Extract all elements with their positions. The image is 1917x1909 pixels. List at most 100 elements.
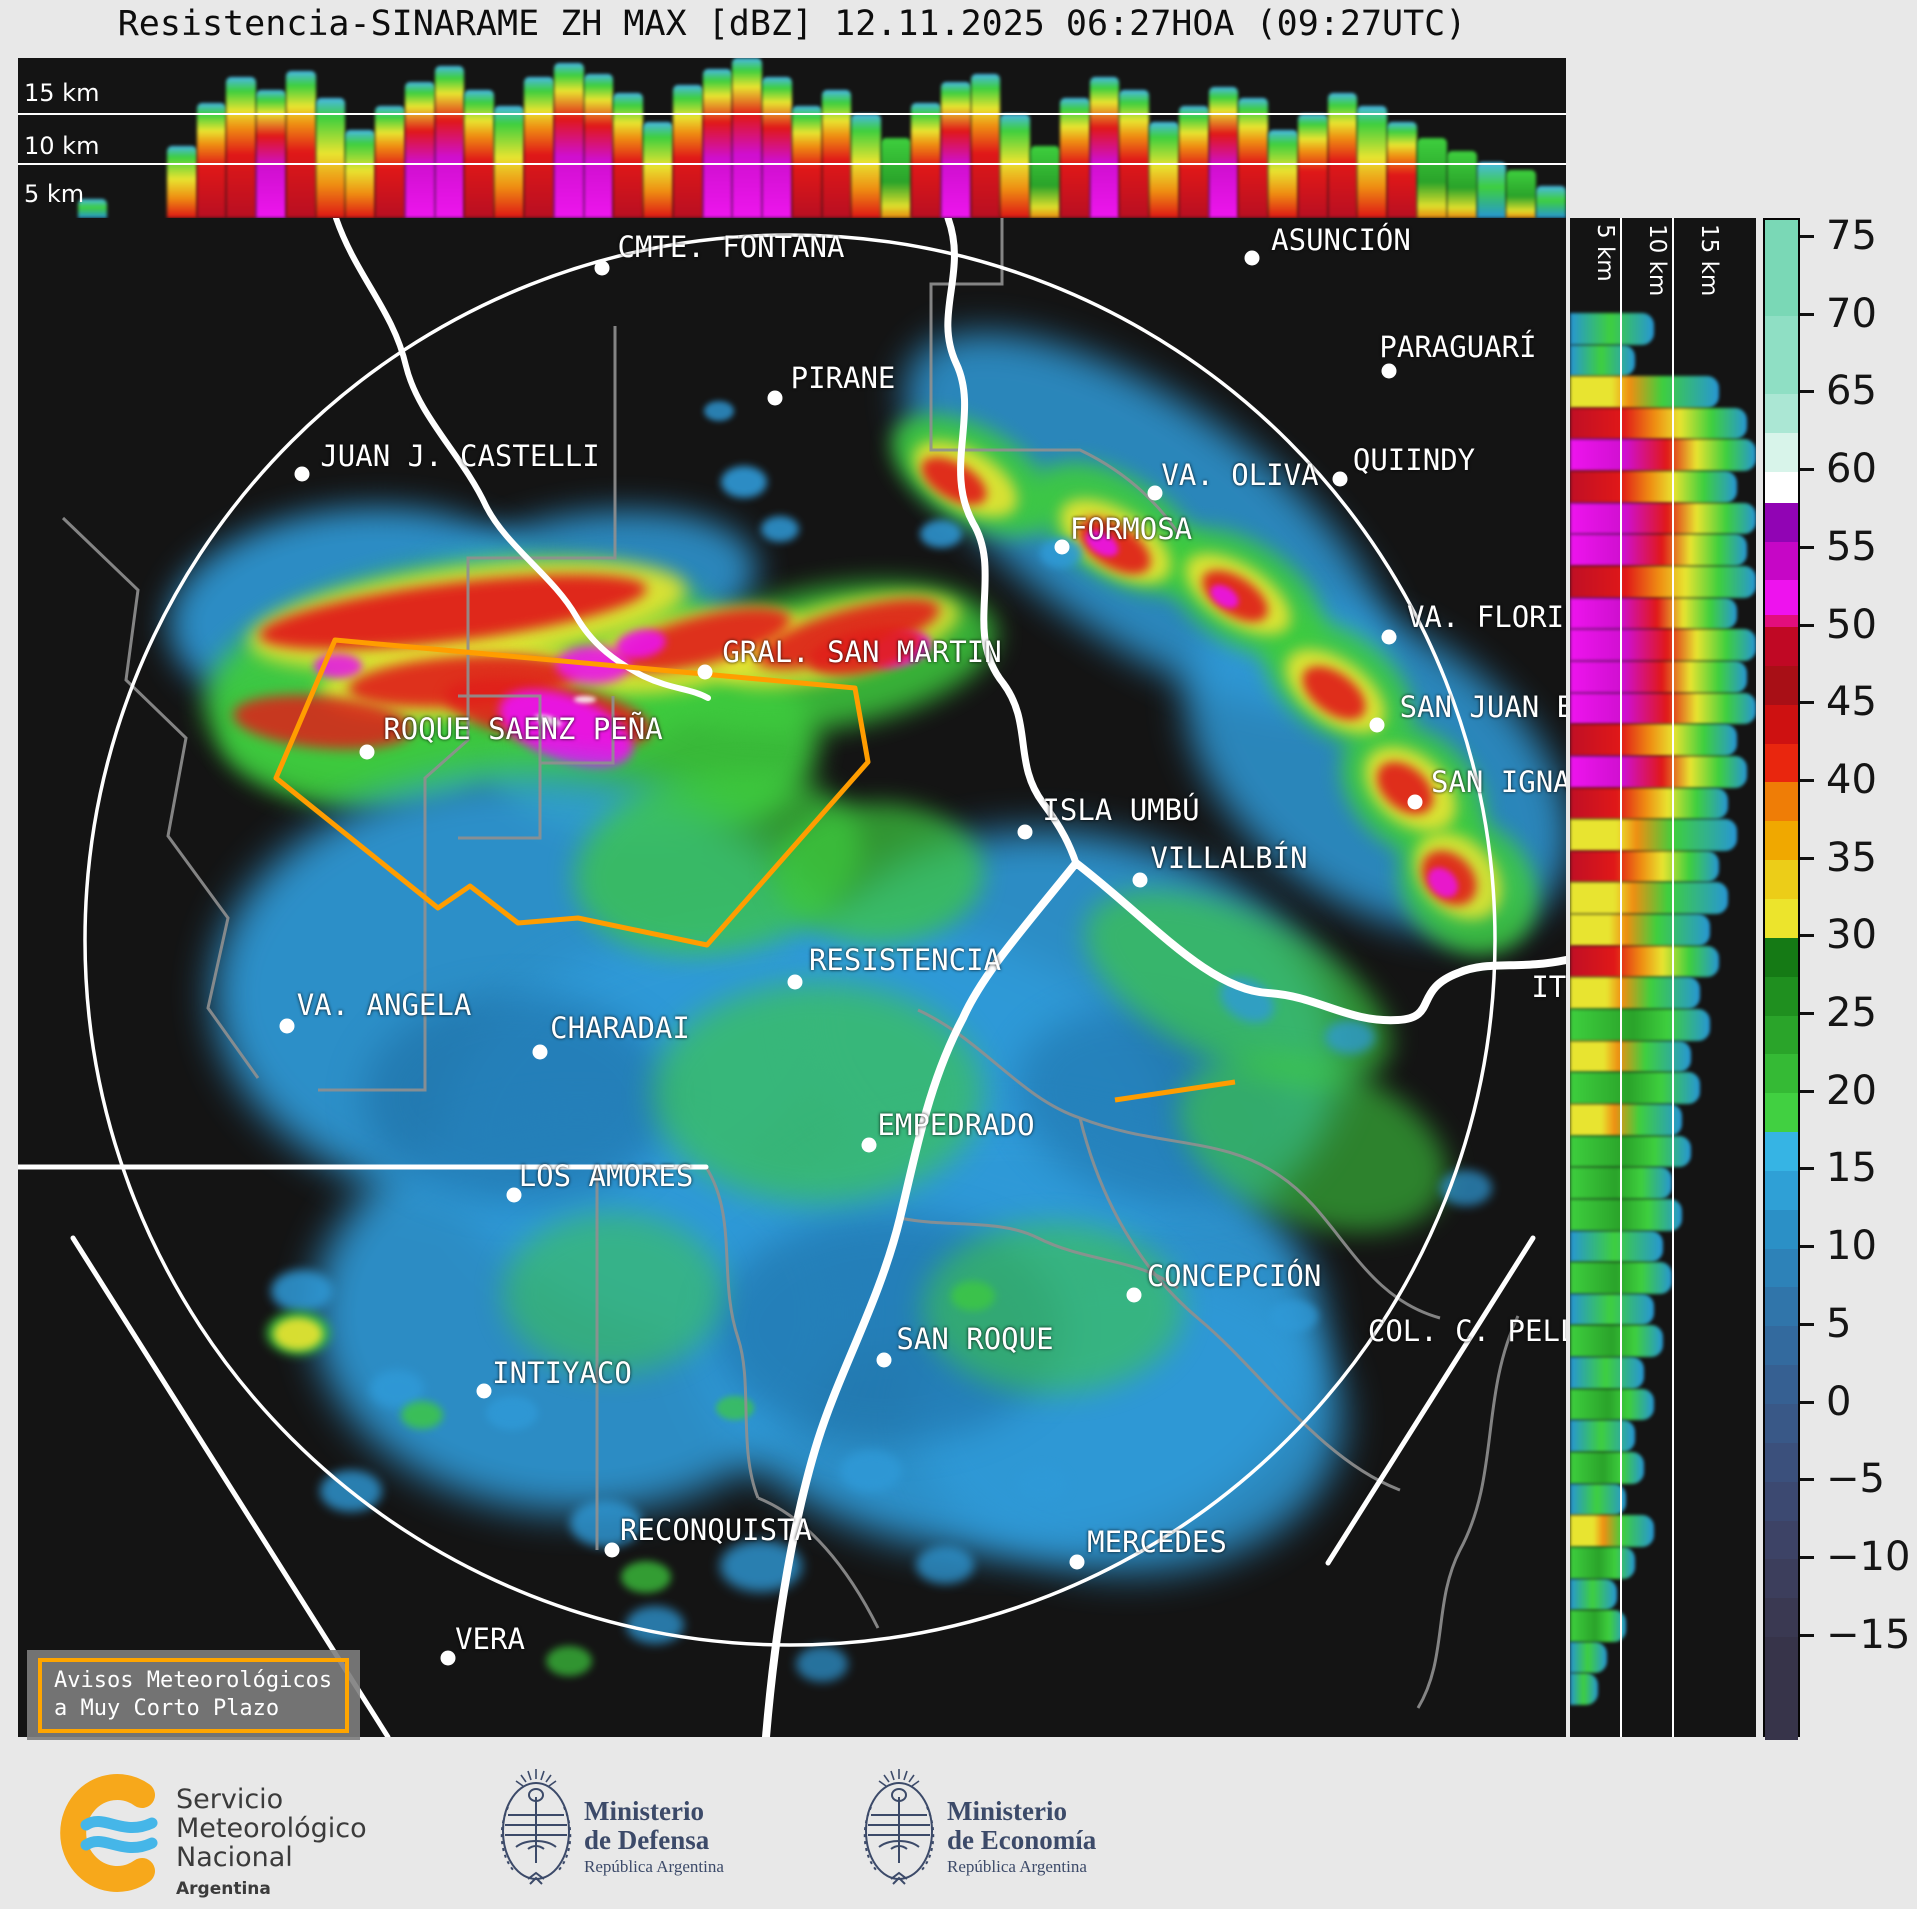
radar-echo-blob <box>704 401 734 421</box>
colorbar-segment <box>1765 432 1798 472</box>
city-label: INTIYACO <box>492 1356 632 1390</box>
radar-echo-blob <box>951 1281 995 1311</box>
colorbar-segment <box>1765 860 1798 899</box>
colorbar-tick-label: 35 <box>1826 834 1877 881</box>
colorbar-segment <box>1765 502 1798 542</box>
height-label: 15 km <box>1696 224 1722 297</box>
echo-column <box>256 90 286 218</box>
colorbar-tick <box>1800 1555 1814 1559</box>
colorbar-tick-label: −15 <box>1826 1611 1911 1658</box>
radar-echo-blob <box>274 1318 322 1350</box>
height-label: 10 km <box>24 132 100 160</box>
echo-column <box>940 82 971 218</box>
colorbar-segment <box>1765 1403 1798 1443</box>
echo-row <box>1570 597 1738 630</box>
colorbar-tick-label: 10 <box>1826 1223 1877 1270</box>
radar-echo-blob <box>486 1396 538 1430</box>
colorbar-tick-label: −5 <box>1826 1456 1885 1503</box>
coat-of-arms-icon <box>500 1768 572 1885</box>
city-dot <box>861 1137 877 1153</box>
city-label: VILLALBÍN <box>1150 841 1308 875</box>
echo-column <box>1268 130 1298 218</box>
echo-row <box>1570 1293 1654 1326</box>
colorbar-tick <box>1800 778 1814 782</box>
echo-column <box>226 77 257 218</box>
colorbar-segment <box>1765 1287 1798 1327</box>
colorbar-segment <box>1765 1209 1798 1249</box>
echo-column <box>1357 106 1388 218</box>
city-label: QUIINDY <box>1352 443 1476 477</box>
echo-row <box>1570 471 1738 503</box>
radar-echo-blob <box>916 1546 974 1584</box>
colorbar-segment <box>1765 1520 1798 1560</box>
radar-echo-blob <box>761 516 799 542</box>
echo-row <box>1570 882 1729 915</box>
colorbar-tick <box>1800 390 1814 394</box>
echo-row <box>1570 566 1756 598</box>
echo-row <box>1570 312 1654 345</box>
city-dot <box>876 1352 892 1368</box>
colorbar-tick <box>1800 1478 1814 1482</box>
radar-echo-blob <box>503 1213 723 1373</box>
city-dot <box>1017 824 1033 840</box>
colorbar-tick <box>1800 856 1814 860</box>
city-label: LOS AMORES <box>518 1159 694 1193</box>
radar-echo-blob <box>626 1606 684 1644</box>
echo-column <box>1000 114 1031 218</box>
colorbar-segment <box>1765 782 1798 822</box>
city-label: ASUNCIÓN <box>1271 223 1411 257</box>
echo-column <box>1059 98 1090 218</box>
coat-of-arms-icon <box>863 1768 935 1885</box>
city-label: VA. OLIVA <box>1161 458 1319 492</box>
city-dot <box>594 260 610 276</box>
colorbar-tick <box>1800 312 1814 316</box>
city-label: SAN IGNACIO <box>1430 765 1566 799</box>
city-dot <box>1054 539 1070 555</box>
echo-row <box>1570 1483 1626 1516</box>
top-cross-section-panel: 15 km 10 km 5 km <box>18 58 1566 218</box>
echo-row <box>1570 344 1636 377</box>
echo-row <box>1570 1610 1626 1642</box>
echo-column <box>1238 98 1269 218</box>
echo-column <box>762 77 792 218</box>
radar-echo-blob <box>796 1646 848 1682</box>
echo-row <box>1570 787 1729 820</box>
colorbar-tick <box>1800 1633 1814 1637</box>
city-label: CMTE. FONTANA <box>617 230 845 264</box>
warning-notice-box[interactable]: Avisos Meteorológicos a Muy Corto Plazo <box>27 1650 360 1740</box>
colorbar-tick-label: 40 <box>1826 756 1877 803</box>
colorbar-segment <box>1765 220 1798 317</box>
colorbar-tick-label: 45 <box>1826 679 1877 726</box>
city-label: VERA <box>455 1622 525 1656</box>
city-dot <box>1381 629 1397 645</box>
colorbar-segment <box>1765 1598 1798 1638</box>
colorbar-tick <box>1800 545 1814 549</box>
echo-row <box>1570 1009 1710 1041</box>
colorbar-tick <box>1800 1089 1814 1093</box>
colorbar-tick <box>1800 1245 1814 1249</box>
colorbar-segment <box>1765 580 1798 615</box>
echo-row <box>1570 977 1701 1010</box>
colorbar-tick <box>1800 934 1814 938</box>
echo-column <box>732 58 763 218</box>
ministry-text: Ministerio de Defensa República Argentina <box>584 1796 724 1877</box>
echo-column <box>1446 150 1477 218</box>
colorbar-segment <box>1765 1637 1798 1740</box>
echo-column <box>434 66 465 218</box>
radar-echo-blob <box>920 520 962 548</box>
echo-row <box>1570 1325 1663 1358</box>
colorbar-tick-label: 65 <box>1826 368 1877 415</box>
echo-row <box>1570 724 1738 756</box>
echo-row <box>1570 850 1719 883</box>
radar-echo-blob <box>1016 1466 1068 1502</box>
city-dot <box>294 466 310 482</box>
city-dot <box>1132 872 1148 888</box>
echo-column <box>1297 114 1328 218</box>
echo-column <box>1119 90 1150 218</box>
colorbar-tick-label: 60 <box>1826 446 1877 493</box>
colorbar-segment <box>1765 704 1798 744</box>
city-dot <box>787 974 803 990</box>
warning-notice-border: Avisos Meteorológicos a Muy Corto Plazo <box>38 1657 349 1733</box>
echo-row <box>1570 502 1756 535</box>
echo-row <box>1570 407 1747 440</box>
